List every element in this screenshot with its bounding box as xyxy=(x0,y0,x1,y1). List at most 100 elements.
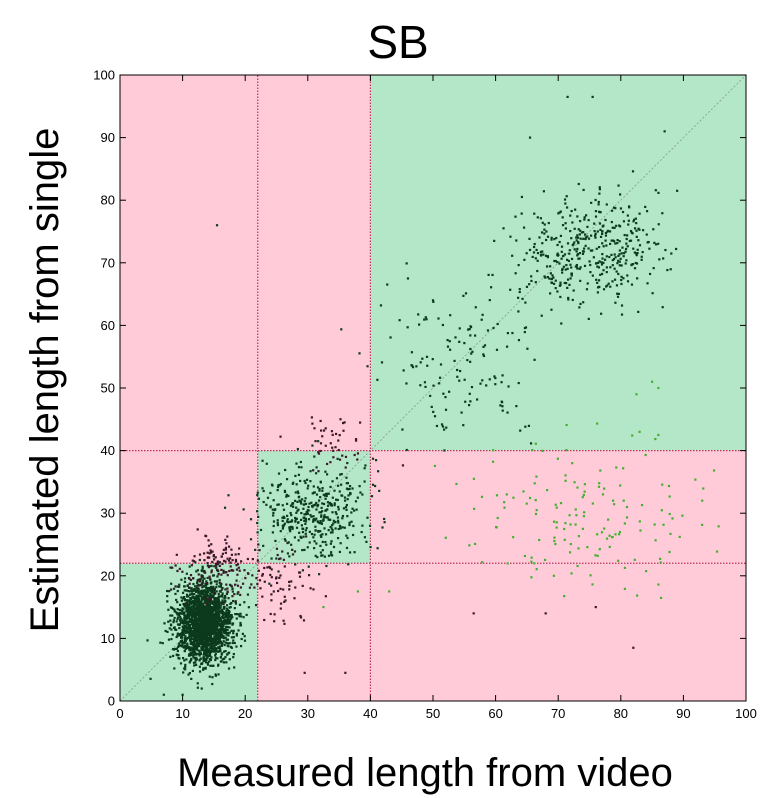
data-point xyxy=(324,492,328,496)
data-point xyxy=(464,292,468,295)
data-point xyxy=(234,612,237,616)
data-point xyxy=(196,601,199,604)
data-point xyxy=(226,574,229,577)
data-point xyxy=(231,590,234,593)
data-point xyxy=(208,586,211,590)
data-point xyxy=(329,542,332,545)
data-point xyxy=(312,504,315,507)
data-point xyxy=(206,561,209,565)
data-point xyxy=(227,612,231,615)
data-point xyxy=(217,596,220,599)
data-point xyxy=(208,639,211,642)
data-point xyxy=(565,281,568,285)
data-point xyxy=(522,490,525,493)
data-point xyxy=(419,384,422,387)
data-point xyxy=(209,601,212,604)
x-tick-label: 0 xyxy=(116,706,123,721)
data-point xyxy=(593,229,596,233)
data-point xyxy=(535,248,538,252)
data-point xyxy=(598,260,601,263)
data-point xyxy=(469,347,472,351)
data-point xyxy=(304,522,307,525)
data-point xyxy=(216,636,219,639)
data-point xyxy=(199,602,202,605)
data-point xyxy=(364,464,367,467)
data-point xyxy=(324,533,328,536)
data-point xyxy=(214,635,217,638)
data-point xyxy=(560,257,563,260)
data-point xyxy=(211,615,214,618)
data-point xyxy=(235,613,238,616)
data-point xyxy=(277,503,280,506)
outlier-point xyxy=(472,612,475,615)
data-point xyxy=(622,220,626,223)
data-point xyxy=(192,645,195,649)
data-point xyxy=(582,188,585,192)
data-point xyxy=(560,245,564,248)
data-point xyxy=(204,631,207,635)
data-point xyxy=(301,584,304,587)
data-point xyxy=(225,592,228,596)
identity-diagonal xyxy=(119,74,747,702)
data-point xyxy=(213,627,217,630)
data-point xyxy=(570,237,573,240)
data-point xyxy=(188,653,191,656)
data-point xyxy=(188,607,191,610)
data-point xyxy=(234,600,237,603)
data-point xyxy=(218,561,221,564)
data-point xyxy=(207,590,210,594)
data-point xyxy=(444,536,447,539)
data-point xyxy=(235,617,238,620)
data-point xyxy=(206,615,209,619)
data-point xyxy=(349,493,352,496)
data-point xyxy=(178,567,181,570)
data-point xyxy=(200,635,203,639)
data-point xyxy=(584,233,587,236)
data-point xyxy=(176,649,179,653)
data-point xyxy=(214,643,217,647)
data-point xyxy=(219,640,222,643)
data-point xyxy=(198,641,201,645)
data-point xyxy=(332,522,335,525)
data-point xyxy=(359,491,362,494)
data-point xyxy=(281,504,284,507)
data-point xyxy=(182,633,186,637)
data-point xyxy=(283,538,286,541)
data-point xyxy=(597,200,600,204)
data-point xyxy=(181,607,184,610)
data-point xyxy=(580,231,584,234)
data-point xyxy=(474,334,477,337)
data-point xyxy=(601,272,604,276)
data-point xyxy=(227,545,231,548)
data-point xyxy=(601,230,604,233)
data-point xyxy=(204,601,207,605)
data-point xyxy=(271,531,274,534)
data-point xyxy=(301,498,304,501)
data-point xyxy=(583,264,587,268)
data-point xyxy=(326,501,330,504)
data-point xyxy=(204,615,207,618)
data-point xyxy=(187,673,190,676)
data-point xyxy=(224,636,227,639)
data-point xyxy=(192,612,195,615)
data-point xyxy=(297,508,300,511)
data-point xyxy=(319,449,322,453)
data-point xyxy=(185,625,188,628)
data-point xyxy=(181,609,184,612)
data-point xyxy=(159,641,162,644)
data-point xyxy=(654,539,657,542)
data-point xyxy=(432,410,435,414)
data-point xyxy=(206,649,209,652)
data-point xyxy=(192,655,195,658)
data-point xyxy=(325,564,328,568)
data-point xyxy=(315,517,318,520)
data-point xyxy=(315,508,318,511)
data-point xyxy=(581,250,585,253)
data-point xyxy=(208,660,211,663)
data-point xyxy=(220,610,223,613)
data-point xyxy=(188,608,191,611)
data-point xyxy=(187,610,190,613)
data-point xyxy=(579,219,582,223)
data-point xyxy=(167,608,170,611)
data-point xyxy=(211,642,214,645)
